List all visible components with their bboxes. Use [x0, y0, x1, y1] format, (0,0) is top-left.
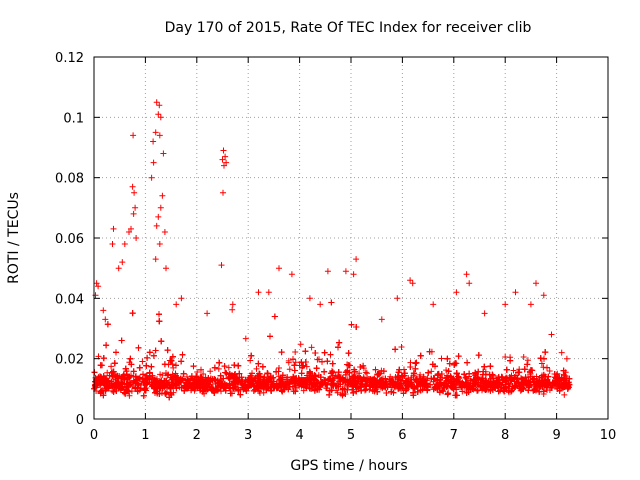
- y-tick-label: 0.06: [55, 232, 84, 247]
- axis-ticks: [93, 56, 609, 420]
- y-tick-label: 0: [76, 413, 84, 428]
- scatter-point-group: [92, 310, 573, 399]
- x-tick-label: 9: [552, 428, 560, 443]
- x-tick-label: 2: [193, 428, 201, 443]
- scatter-point-group: [92, 99, 572, 399]
- x-tick-label: 10: [600, 428, 617, 443]
- y-tick-labels: 0 0.02 0.04 0.06 0.08 0.1 0.12: [55, 51, 84, 428]
- chart-title: Day 170 of 2015, Rate Of TEC Index for r…: [165, 20, 532, 36]
- y-tick-label: 0.1: [63, 111, 84, 126]
- x-tick-label: 4: [295, 428, 303, 443]
- x-axis-label: GPS time / hours: [290, 458, 407, 474]
- x-tick-label: 5: [347, 428, 355, 443]
- y-tick-label: 0.04: [55, 292, 84, 307]
- y-axis-label: ROTI / TECUs: [6, 192, 22, 284]
- x-tick-label: 0: [90, 428, 98, 443]
- x-tick-label: 6: [398, 428, 406, 443]
- grid-lines: [94, 57, 608, 419]
- y-tick-label: 0.02: [55, 353, 84, 368]
- y-tick-label: 0.08: [55, 172, 84, 187]
- data-points: [91, 99, 573, 401]
- x-tick-labels: 0 1 2 3 4 5 6 7 8 9 10: [90, 428, 616, 443]
- x-tick-label: 8: [501, 428, 509, 443]
- x-tick-label: 1: [141, 428, 149, 443]
- y-tick-label: 0.12: [55, 51, 84, 66]
- x-tick-label: 7: [450, 428, 458, 443]
- x-tick-label: 3: [244, 428, 252, 443]
